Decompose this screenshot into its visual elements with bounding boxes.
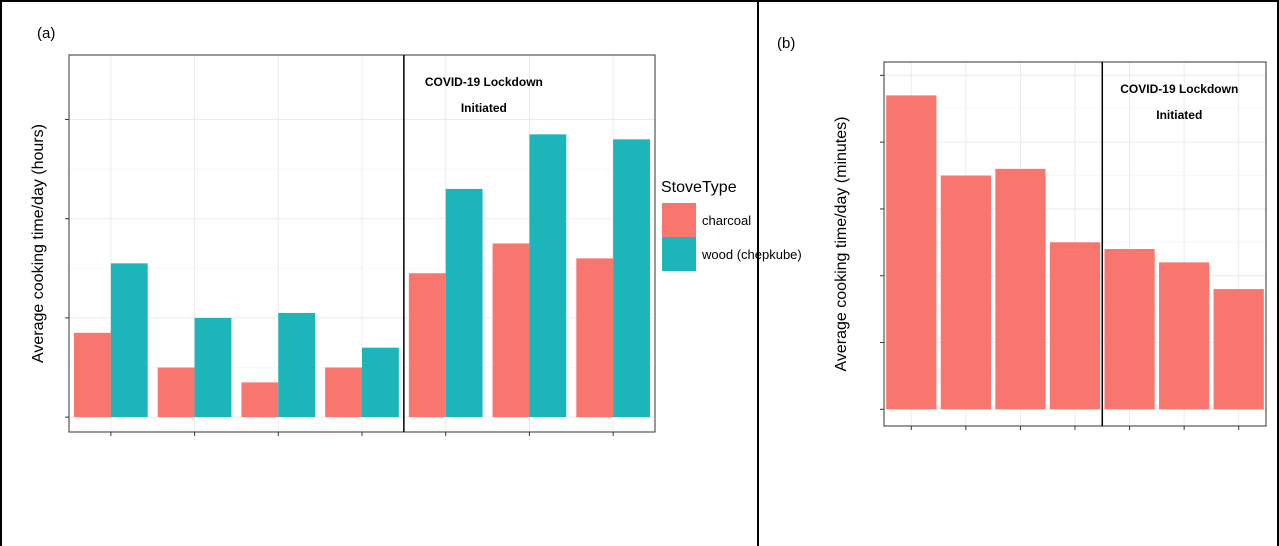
bar-charcoal [1159,262,1210,410]
bar-charcoal [157,367,195,418]
bar-charcoal [1104,249,1155,410]
bar-charcoal [886,95,937,410]
bar-charcoal [1213,289,1264,410]
chart-a-axes [65,118,614,436]
bar-charcoal [492,243,530,418]
legend-key-charcoal [662,203,696,237]
chart-b-annotation-line1: COVID-19 Lockdown [1120,82,1238,96]
bar-wood [362,347,399,418]
bar-wood [278,312,316,418]
bar-wood [613,139,650,418]
chart-a: COVID-19 Lockdown Initiated Average cook… [30,54,802,436]
bar-wood [194,317,232,418]
chart-b-bars [886,95,1264,410]
bar-wood [529,134,567,418]
bar-charcoal [241,382,279,418]
legend-label-wood: wood (chepkube) [701,247,802,262]
bar-charcoal [940,175,991,410]
legend-label-charcoal: charcoal [702,213,751,228]
chart-b-y-axis-title: Average cooking time/day (minutes) [833,117,850,372]
panel-a-label: (a) [37,25,55,42]
bar-wood [445,188,483,418]
chart-b-axes [880,74,1240,430]
chart-a-annotation-line2: Initiated [461,101,507,115]
bar-charcoal [1049,242,1101,410]
chart-a-annotation-line1: COVID-19 Lockdown [425,75,543,89]
chart-a-y-axis-title: Average cooking time/day (hours) [30,124,47,363]
panel-divider [757,0,759,546]
bar-charcoal [74,332,111,418]
legend-title: StoveType [661,179,737,196]
bar-charcoal [995,168,1046,410]
bar-charcoal [576,258,614,418]
bar-charcoal [408,273,446,418]
chart-b-annotation-line2: Initiated [1156,108,1202,122]
bar-wood [110,263,148,418]
chart-b: COVID-19 Lockdown Initiated Average cook… [833,61,1267,430]
bar-charcoal [325,367,362,418]
chart-a-bars [74,134,650,418]
chart-a-legend: StoveType charcoal wood (chepkube) [661,179,802,271]
legend-key-wood [662,237,696,271]
panel-b-label: (b) [777,35,795,52]
